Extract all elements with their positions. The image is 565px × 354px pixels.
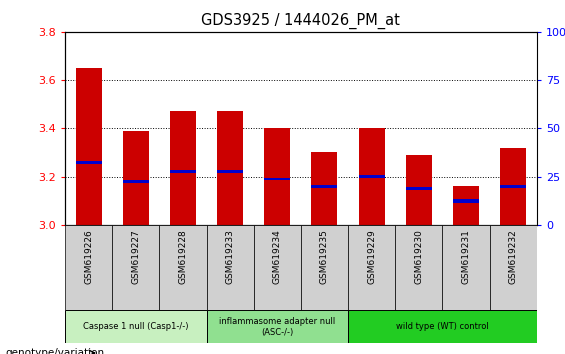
Text: GSM619228: GSM619228	[179, 229, 188, 284]
Text: Caspase 1 null (Casp1-/-): Caspase 1 null (Casp1-/-)	[83, 322, 189, 331]
Bar	[500, 185, 526, 188]
FancyBboxPatch shape	[254, 225, 301, 310]
Bar	[453, 186, 479, 225]
Text: GSM619235: GSM619235	[320, 229, 329, 284]
Bar	[76, 68, 102, 225]
Bar	[76, 161, 102, 164]
Bar	[311, 153, 337, 225]
FancyBboxPatch shape	[489, 225, 537, 310]
Bar	[217, 170, 243, 173]
Bar	[500, 148, 526, 225]
FancyBboxPatch shape	[65, 310, 207, 343]
Text: GSM619234: GSM619234	[273, 229, 282, 284]
FancyBboxPatch shape	[207, 225, 254, 310]
Text: GSM619230: GSM619230	[414, 229, 423, 284]
Bar	[123, 180, 149, 183]
Bar	[359, 128, 385, 225]
Bar	[311, 185, 337, 188]
Title: GDS3925 / 1444026_PM_at: GDS3925 / 1444026_PM_at	[202, 13, 400, 29]
FancyBboxPatch shape	[65, 225, 112, 310]
FancyBboxPatch shape	[159, 225, 207, 310]
FancyBboxPatch shape	[348, 225, 396, 310]
Bar	[453, 199, 479, 203]
Bar	[359, 175, 385, 178]
FancyBboxPatch shape	[112, 225, 159, 310]
Bar	[170, 170, 196, 173]
FancyBboxPatch shape	[442, 225, 489, 310]
Text: wild type (WT) control: wild type (WT) control	[396, 322, 489, 331]
FancyBboxPatch shape	[207, 310, 348, 343]
FancyBboxPatch shape	[396, 225, 442, 310]
Bar	[217, 112, 243, 225]
Text: GSM619227: GSM619227	[131, 229, 140, 284]
Text: GSM619231: GSM619231	[462, 229, 471, 284]
FancyBboxPatch shape	[348, 310, 537, 343]
Bar	[264, 128, 290, 225]
Text: GSM619229: GSM619229	[367, 229, 376, 284]
Text: GSM619232: GSM619232	[508, 229, 518, 284]
Text: genotype/variation: genotype/variation	[6, 348, 105, 354]
Text: GSM619233: GSM619233	[225, 229, 234, 284]
Bar	[170, 112, 196, 225]
Text: inflammasome adapter null
(ASC-/-): inflammasome adapter null (ASC-/-)	[219, 316, 336, 337]
Text: GSM619226: GSM619226	[84, 229, 93, 284]
Bar	[406, 155, 432, 225]
Bar	[123, 131, 149, 225]
FancyBboxPatch shape	[301, 225, 348, 310]
Bar	[406, 187, 432, 190]
Bar	[264, 177, 290, 181]
